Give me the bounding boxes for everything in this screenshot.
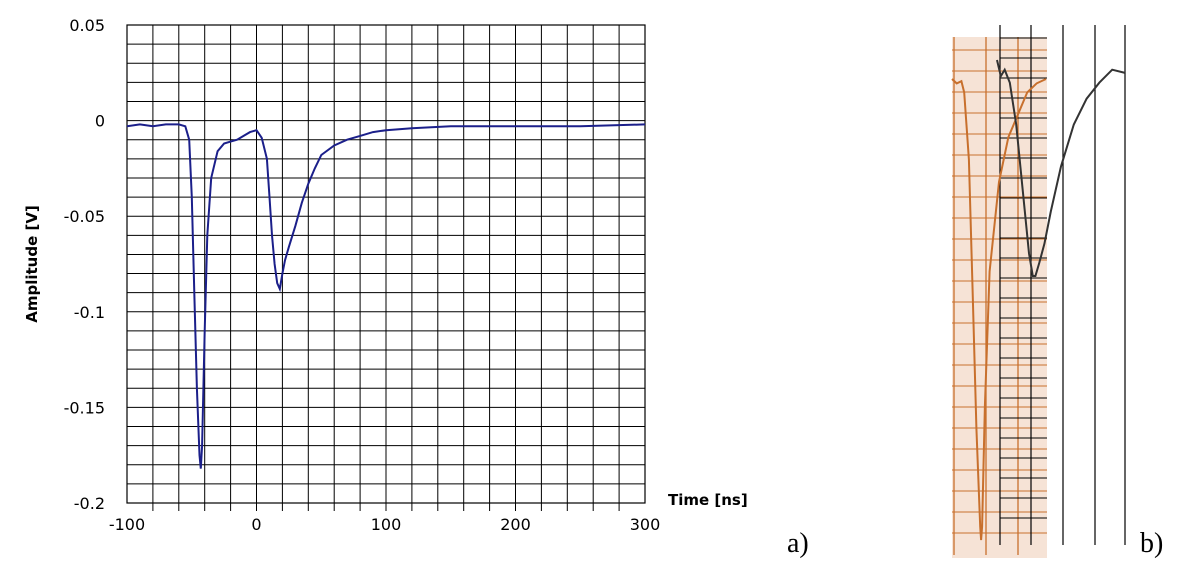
chart-a-y-axis-label: Amplitude [V] xyxy=(23,205,41,323)
chart-a-y-tick-label: 0.05 xyxy=(69,16,105,35)
panel-label-a: a) xyxy=(787,528,809,559)
chart-a-x-tick-label: 200 xyxy=(500,515,531,534)
chart-a-y-tick-label: -0.15 xyxy=(64,398,105,417)
chart-a-x-tick-label: 0 xyxy=(251,515,261,534)
chart-b-series-line-dark xyxy=(996,59,1126,277)
chart-b-gridlines xyxy=(999,25,1126,545)
chart-panel-a: 0.05 0 -0.05 -0.1 -0.15 -0.2-100 0 100 200 300 Am… xyxy=(23,16,809,559)
chart-a-plot-frame xyxy=(126,24,646,504)
panel-label-b: b) xyxy=(1140,528,1163,559)
chart-a-x-tick-label: -100 xyxy=(109,515,145,534)
chart-a-gridlines xyxy=(127,25,645,511)
chart-b-series-line-orange xyxy=(951,78,1047,541)
chart-a-x-tick-label: 100 xyxy=(371,515,402,534)
chart-a-tick-labels: 0.05 0 -0.05 -0.1 -0.15 -0.2-100 0 100 200 300 xyxy=(64,16,661,534)
chart-panel-b: b) xyxy=(951,25,1163,559)
chart-a-x-axis-label: Time [ns] xyxy=(668,491,748,509)
chart-a-y-tick-label: -0.1 xyxy=(74,303,105,322)
chart-a-y-tick-label: -0.05 xyxy=(64,207,105,226)
chart-a-series-line xyxy=(126,123,646,469)
chart-a-y-tick-label: 0 xyxy=(95,112,105,131)
chart-a-y-tick-label: -0.2 xyxy=(74,494,105,513)
chart-a-x-tick-label: 300 xyxy=(630,515,661,534)
